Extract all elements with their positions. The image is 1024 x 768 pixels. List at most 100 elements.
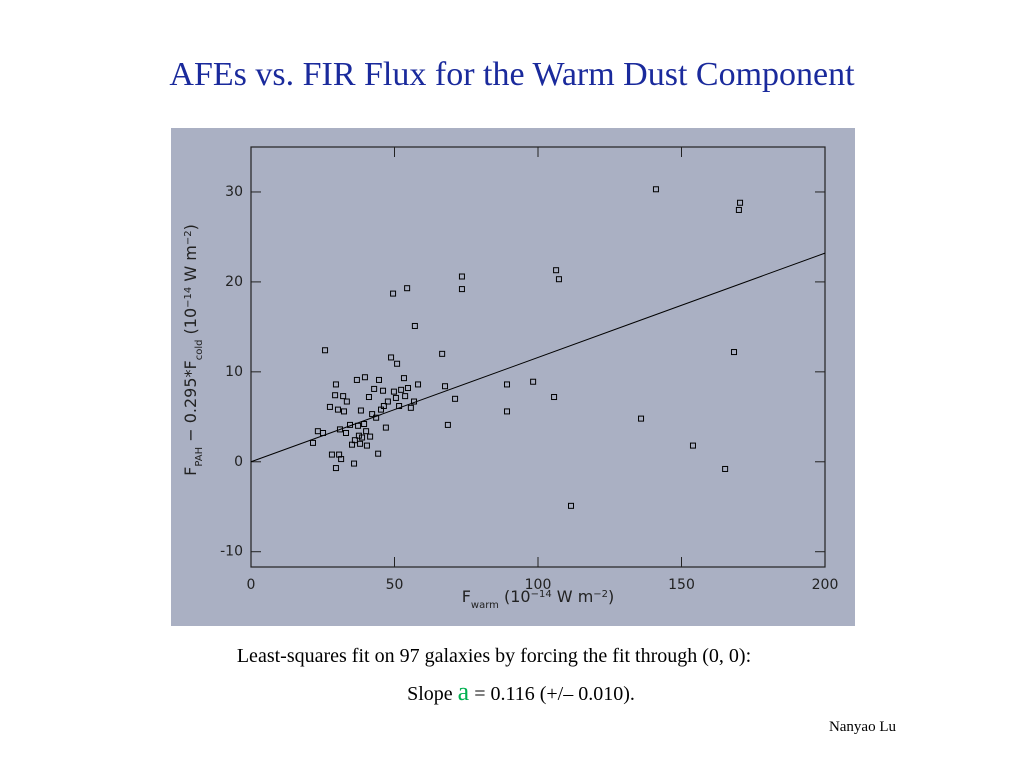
data-point xyxy=(369,411,376,418)
data-point xyxy=(442,383,449,390)
data-point xyxy=(309,439,316,446)
x-tick-label: 200 xyxy=(812,577,839,593)
slope-symbol: a xyxy=(458,677,470,706)
y-axis-label: FPAH − 0.295*Fcold (10−14 W m−2) xyxy=(181,224,205,476)
data-point xyxy=(365,394,372,401)
x-axis-label: Fwarm (10−14 W m−2) xyxy=(462,587,615,611)
data-point xyxy=(357,440,364,447)
data-point xyxy=(400,375,407,382)
data-point xyxy=(332,392,339,399)
label-part: W m xyxy=(181,245,200,287)
data-point xyxy=(340,393,347,400)
data-point xyxy=(320,429,327,436)
data-point xyxy=(407,404,414,411)
data-point xyxy=(361,374,368,381)
x-tick-label: 0 xyxy=(247,577,256,593)
data-point xyxy=(568,502,575,509)
data-point xyxy=(347,421,354,428)
data-point xyxy=(359,434,366,441)
data-point xyxy=(388,354,395,361)
label-part: PAH xyxy=(194,447,205,467)
data-point xyxy=(336,426,343,433)
label-part: F xyxy=(462,587,471,606)
y-tick-label: 10 xyxy=(225,364,243,380)
data-point xyxy=(361,421,368,428)
data-point xyxy=(380,387,387,394)
data-point xyxy=(380,403,387,410)
data-point xyxy=(338,456,345,463)
data-point xyxy=(452,395,459,402)
data-point xyxy=(458,273,465,280)
label-part: (10 xyxy=(181,308,200,340)
data-point xyxy=(392,394,399,401)
data-point xyxy=(553,267,560,274)
label-part: F xyxy=(181,467,200,476)
data-point xyxy=(382,424,389,431)
data-point xyxy=(458,286,465,293)
x-tick-label: 50 xyxy=(386,577,404,593)
label-part: ) xyxy=(608,587,614,606)
data-point xyxy=(737,199,744,206)
data-point xyxy=(390,388,397,395)
y-tick-label: 0 xyxy=(234,454,243,470)
data-point xyxy=(722,465,729,472)
data-point xyxy=(355,432,362,439)
data-point xyxy=(402,393,409,400)
label-part: −14 xyxy=(183,287,194,308)
author: Nanyao Lu xyxy=(829,719,897,735)
data-point xyxy=(504,408,511,415)
data-point xyxy=(373,414,380,421)
data-point xyxy=(411,398,418,405)
data-point xyxy=(398,386,405,393)
data-point xyxy=(411,322,418,329)
data-point xyxy=(504,381,511,388)
data-point xyxy=(376,376,383,383)
data-point xyxy=(530,378,537,385)
data-point xyxy=(367,433,374,440)
label-part: −2 xyxy=(593,589,608,600)
data-point xyxy=(439,350,446,357)
data-point xyxy=(332,381,339,388)
data-point xyxy=(735,206,742,213)
label-part: W m xyxy=(552,587,594,606)
data-point xyxy=(371,385,378,392)
data-point xyxy=(689,442,696,449)
data-point xyxy=(390,290,397,297)
data-point xyxy=(340,408,347,415)
caption-part: = 0.116 (+/– 0.010). xyxy=(469,683,635,705)
slide-title: AFEs vs. FIR Flux for the Warm Dust Comp… xyxy=(169,56,855,93)
y-tick-label: -10 xyxy=(220,544,243,560)
data-point xyxy=(351,437,358,444)
x-tick-label: 100 xyxy=(525,577,552,593)
data-point xyxy=(394,360,401,367)
data-point xyxy=(555,276,562,283)
data-point xyxy=(638,415,645,422)
y-tick-label: 30 xyxy=(225,184,243,200)
data-point xyxy=(551,394,558,401)
data-point xyxy=(375,450,382,457)
data-point xyxy=(342,429,349,436)
data-point xyxy=(343,398,350,405)
data-point xyxy=(353,376,360,383)
data-point xyxy=(332,465,339,472)
caption-part: Slope xyxy=(407,683,458,705)
data-point xyxy=(328,451,335,458)
data-point xyxy=(351,460,358,467)
data-point xyxy=(396,403,403,410)
data-point xyxy=(444,421,451,428)
data-point xyxy=(357,407,364,414)
data-point xyxy=(334,406,341,413)
y-tick-label: 20 xyxy=(225,274,243,290)
fit-line xyxy=(250,252,826,463)
data-point xyxy=(415,381,422,388)
data-point xyxy=(363,428,370,435)
label-part: warm xyxy=(471,600,499,611)
chart-panel xyxy=(171,128,855,626)
data-point xyxy=(731,349,738,356)
x-tick-label: 150 xyxy=(668,577,695,593)
label-part: − 0.295*F xyxy=(181,360,200,447)
data-point xyxy=(404,285,411,292)
label-part: ) xyxy=(181,224,200,230)
